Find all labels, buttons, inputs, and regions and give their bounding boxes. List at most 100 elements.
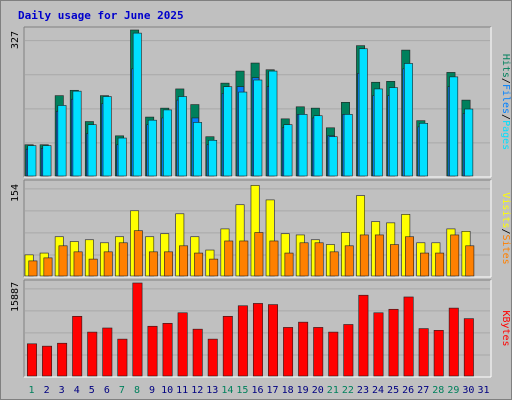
- bar-kbytes: [192, 328, 203, 377]
- bar-sites: [43, 257, 53, 277]
- day-label: 10: [161, 385, 173, 396]
- bar-sites: [133, 230, 143, 277]
- bar-pages: [72, 90, 82, 177]
- bar-pages: [358, 48, 368, 177]
- bar-pages: [27, 145, 37, 177]
- bar-pages: [208, 139, 218, 177]
- day-label: 27: [417, 385, 429, 396]
- bar-pages: [449, 76, 459, 177]
- bar-sites: [465, 245, 475, 277]
- legend-hits: Hits: [500, 54, 511, 78]
- legend-kbytes: KBytes: [500, 310, 511, 346]
- y-max-label: 154: [10, 184, 21, 202]
- day-label: 12: [191, 385, 203, 396]
- bar-kbytes: [448, 307, 459, 377]
- bar-sites: [329, 251, 339, 277]
- day-label: 8: [134, 385, 140, 396]
- bar-kbytes: [418, 328, 429, 377]
- bar-kbytes: [117, 338, 128, 377]
- bar-pages: [178, 96, 187, 177]
- bar-sites: [118, 242, 128, 277]
- legend-separator: /: [500, 78, 511, 84]
- bar-sites: [103, 251, 113, 277]
- bar-sites: [58, 245, 68, 277]
- bar-kbytes: [298, 321, 309, 377]
- day-label: 28: [432, 385, 444, 396]
- bar-kbytes: [373, 312, 384, 377]
- bar-pages: [404, 63, 413, 177]
- bar-pages: [147, 119, 157, 177]
- legend-visits: Visits: [500, 192, 511, 228]
- day-label: 17: [267, 385, 279, 396]
- bar-sites: [420, 252, 430, 277]
- bar-pages: [253, 79, 263, 177]
- bar-sites: [314, 242, 324, 277]
- legend-files: Files: [500, 84, 511, 114]
- bar-pages: [132, 32, 142, 177]
- day-label: 26: [402, 385, 414, 396]
- bar-pages: [283, 124, 293, 177]
- bar-sites: [28, 260, 38, 277]
- bar-pages: [388, 87, 398, 177]
- bar-sites: [254, 232, 264, 277]
- bar-pages: [343, 114, 353, 177]
- bar-sites: [299, 242, 309, 277]
- bar-pages: [328, 136, 338, 177]
- chart-title: Daily usage for June 2025: [18, 9, 184, 22]
- legend-sites: Sites: [500, 235, 511, 265]
- day-label: 24: [372, 385, 384, 396]
- legend-separator: /: [500, 114, 511, 120]
- bar-sites: [344, 245, 354, 277]
- legend-pages: Pages: [500, 120, 511, 150]
- bar-sites: [179, 245, 188, 277]
- day-label: 9: [149, 385, 155, 396]
- bar-kbytes: [102, 327, 113, 377]
- bar-sites: [73, 251, 83, 277]
- bar-pages: [419, 123, 428, 177]
- legend-hits-files-pages: Hits/Files/Pages: [500, 54, 511, 150]
- bar-sites: [374, 234, 384, 277]
- bar-pages: [464, 108, 474, 177]
- bar-kbytes: [147, 325, 158, 377]
- bar-sites: [239, 240, 249, 277]
- bar-pages: [117, 137, 127, 177]
- bar-kbytes: [132, 282, 143, 377]
- bar-kbytes: [463, 318, 474, 377]
- bar-pages: [57, 105, 67, 177]
- day-label: 23: [357, 385, 369, 396]
- bar-pages: [238, 91, 248, 177]
- bar-pages: [162, 109, 172, 177]
- bar-kbytes: [283, 327, 294, 377]
- bar-sites: [209, 258, 219, 277]
- bar-sites: [224, 240, 234, 277]
- day-label: 5: [89, 385, 95, 396]
- day-label: 16: [251, 385, 263, 396]
- bar-kbytes: [57, 342, 68, 377]
- day-label: 19: [297, 385, 309, 396]
- legend-separator: /: [500, 228, 511, 234]
- day-label: 15: [236, 385, 248, 396]
- day-label: 6: [104, 385, 110, 396]
- bar-sites: [405, 236, 414, 277]
- day-label: 1: [29, 385, 35, 396]
- y-max-label: 327: [10, 31, 21, 49]
- bar-pages: [87, 124, 97, 177]
- bar-kbytes: [207, 338, 218, 377]
- day-label: 3: [59, 385, 65, 396]
- bar-kbytes: [388, 308, 399, 377]
- day-label: 14: [221, 385, 233, 396]
- bar-pages: [268, 70, 278, 177]
- day-label: 29: [447, 385, 459, 396]
- bar-kbytes: [403, 296, 414, 377]
- day-label: 31: [477, 385, 489, 396]
- bar-sites: [88, 258, 98, 277]
- bar-sites: [435, 252, 445, 277]
- day-label: 22: [342, 385, 354, 396]
- day-label: 4: [74, 385, 80, 396]
- bar-pages: [313, 115, 323, 177]
- bar-sites: [148, 251, 158, 277]
- bar-kbytes: [433, 330, 444, 377]
- bar-kbytes: [27, 343, 37, 377]
- day-label: 7: [119, 385, 125, 396]
